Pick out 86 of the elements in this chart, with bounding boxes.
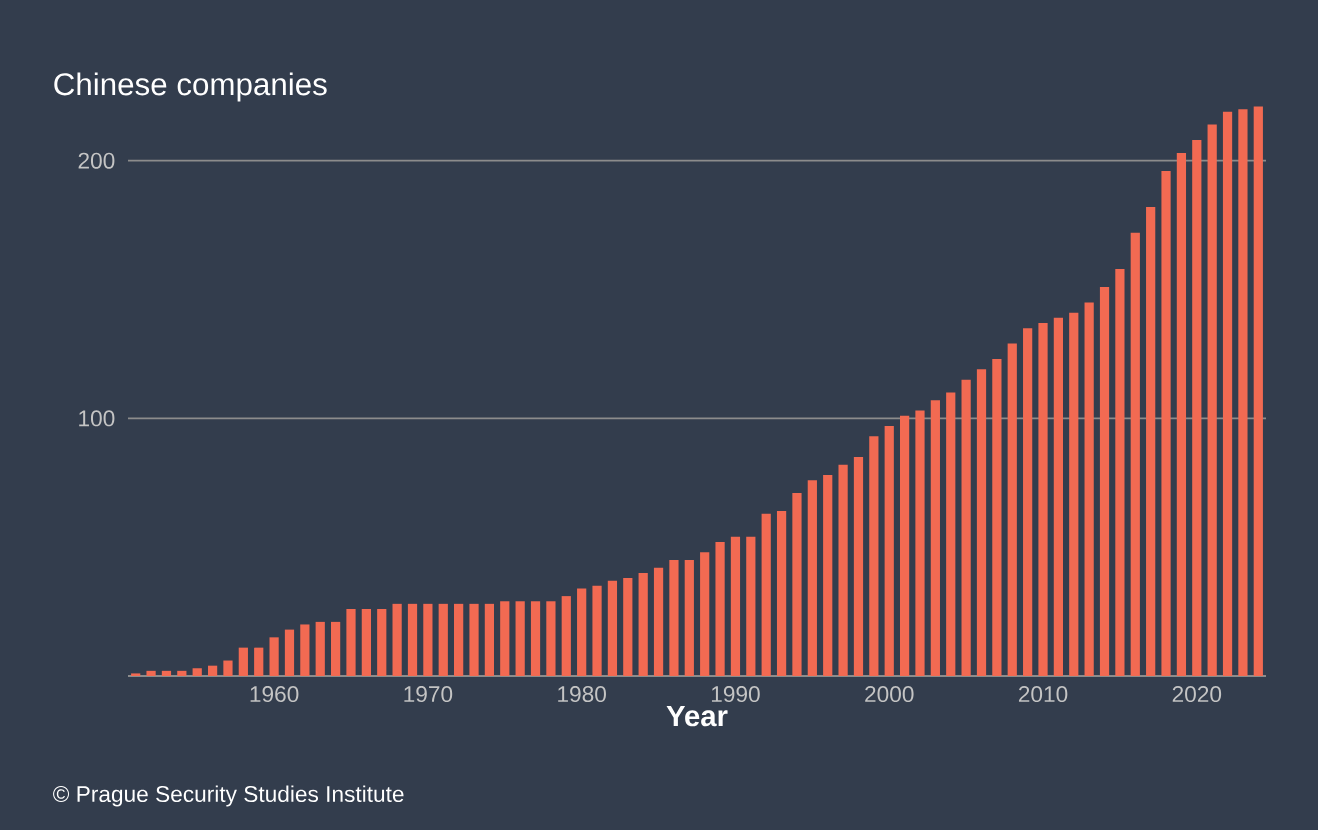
bar [131, 673, 141, 676]
bar [377, 608, 387, 676]
bar [853, 456, 864, 676]
bar [254, 647, 264, 676]
bar [269, 637, 279, 676]
bar [423, 603, 433, 676]
bar [1130, 232, 1140, 676]
bar [469, 603, 479, 676]
bar [331, 621, 341, 676]
bar [899, 415, 910, 676]
bar [715, 542, 725, 676]
bar [315, 621, 325, 676]
bar [653, 567, 664, 676]
bar [146, 670, 156, 676]
chart-title: Chinese companies [54, 72, 327, 102]
bar [500, 601, 510, 676]
y-tick-label: 100 [79, 410, 115, 427]
bar [561, 596, 571, 676]
bar [161, 670, 172, 676]
bar [546, 601, 556, 676]
bar [361, 608, 371, 676]
bar [577, 588, 587, 676]
bar [884, 426, 894, 676]
bar [638, 572, 648, 676]
bar [1069, 312, 1079, 676]
bar [1007, 343, 1017, 676]
bar [484, 603, 495, 676]
bar [1023, 328, 1033, 676]
bar [1192, 140, 1202, 676]
bar [1176, 152, 1187, 676]
x-axis-title: Year [666, 705, 728, 727]
bar [730, 536, 741, 676]
bar [807, 480, 817, 676]
bar [992, 359, 1002, 676]
x-tick-label: 1980 [558, 686, 606, 703]
bar [1053, 317, 1064, 676]
bar [515, 601, 525, 676]
bar [792, 493, 802, 676]
bar [915, 410, 925, 676]
bar [746, 536, 756, 676]
bar [454, 603, 464, 676]
bar [838, 464, 848, 676]
bar [946, 392, 956, 676]
bar [177, 670, 187, 676]
bar [669, 560, 679, 676]
bar [223, 660, 233, 676]
bar [284, 629, 295, 676]
bar [1207, 124, 1217, 676]
x-tick-label: 1970 [404, 686, 453, 703]
bar [976, 369, 987, 676]
text: © Prague Security Studies Institute [53, 785, 404, 807]
bar [961, 379, 971, 676]
bar [1146, 207, 1156, 676]
bar [930, 400, 940, 676]
bar [407, 603, 418, 676]
bar [192, 668, 202, 676]
bar [623, 578, 633, 676]
bar [592, 585, 602, 676]
bar [238, 647, 248, 676]
bar [1084, 302, 1094, 676]
bar [1099, 286, 1110, 676]
bar [700, 552, 710, 676]
bar [1038, 322, 1048, 676]
bar [1115, 268, 1125, 676]
bar [1238, 109, 1248, 676]
bar [684, 560, 694, 676]
x-tick-label: 2020 [1172, 686, 1222, 703]
bar [300, 624, 310, 676]
bar [869, 436, 879, 676]
bar [207, 665, 218, 676]
x-tick-label: 1960 [250, 686, 299, 703]
bar [1222, 111, 1233, 676]
bar [823, 475, 833, 676]
bar [1161, 170, 1171, 676]
x-tick-label: 2010 [1018, 686, 1068, 703]
bar [346, 608, 356, 676]
bar [607, 580, 618, 676]
bar [776, 511, 787, 676]
bar [1253, 106, 1263, 676]
x-tick-label: 1990 [711, 686, 760, 703]
bar [761, 513, 771, 676]
bar [392, 603, 402, 676]
y-tick-label: 200 [78, 152, 115, 169]
x-tick-label: 2000 [865, 686, 914, 703]
bar [530, 601, 541, 676]
bar [438, 603, 448, 676]
